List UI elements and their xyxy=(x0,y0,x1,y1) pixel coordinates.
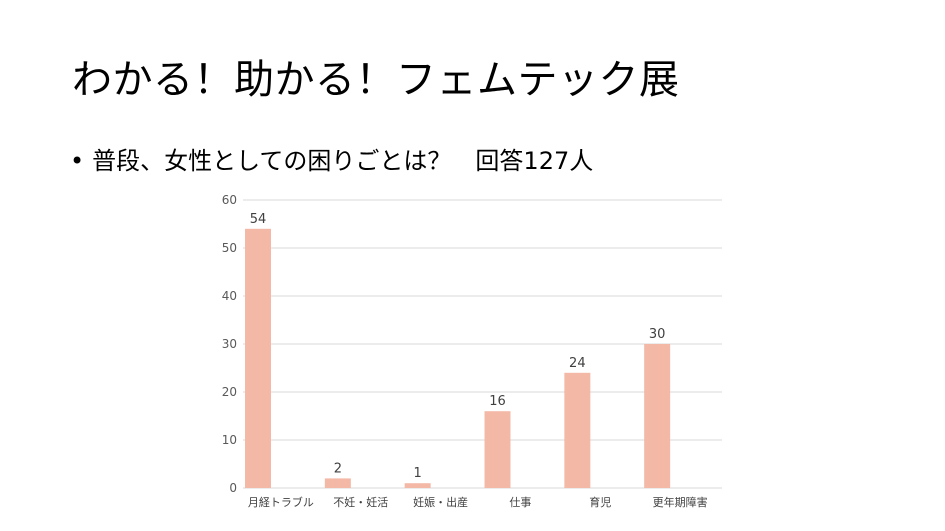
y-tick-label: 30 xyxy=(222,337,237,351)
y-tick-label: 60 xyxy=(222,193,237,207)
bar xyxy=(484,411,511,488)
x-tick-label: 更年期障害 xyxy=(653,495,708,509)
x-tick-label: 妊娠・出産 xyxy=(413,495,468,509)
bullet-item: • 普段、女性としての困りごとは？ 回答127人 xyxy=(70,144,593,178)
y-tick-label: 50 xyxy=(222,241,237,255)
y-tick-label: 20 xyxy=(222,385,237,399)
data-label: 16 xyxy=(489,394,506,409)
data-label: 54 xyxy=(250,212,267,227)
bar xyxy=(245,228,271,489)
data-label: 30 xyxy=(649,327,666,342)
bullet-text: 普段、女性としての困りごとは？ 回答127人 xyxy=(92,147,594,175)
x-tick-label: 育児 xyxy=(589,495,611,509)
bullet-marker: • xyxy=(70,147,85,175)
data-label: 24 xyxy=(569,356,586,371)
x-tick-label: 月経トラブル xyxy=(248,495,314,509)
bar xyxy=(564,372,591,488)
bar xyxy=(324,478,351,488)
data-label: 2 xyxy=(334,461,342,476)
x-tick-label: 仕事 xyxy=(509,496,531,509)
y-tick-label: 0 xyxy=(229,481,237,495)
y-tick-label: 40 xyxy=(222,289,237,303)
y-tick-label: 10 xyxy=(222,433,237,447)
chart-svg: 0 10 20 30 40 50 60 54 月経トラブル 2 不妊・妊活 1 妊娠・出産 16 仕事 24 育… xyxy=(222,193,722,509)
bar xyxy=(404,483,431,488)
x-tick-label: 不妊・妊活 xyxy=(333,495,388,509)
data-label: 1 xyxy=(414,466,422,481)
slide-title: わかる！助かる！フェムテック展 xyxy=(72,57,680,103)
bar-chart: 0 10 20 30 40 50 60 54 月経トラブル 2 不妊・妊活 1 妊娠・出産 16 仕事 24 育… xyxy=(200,188,740,523)
bar xyxy=(644,344,671,488)
